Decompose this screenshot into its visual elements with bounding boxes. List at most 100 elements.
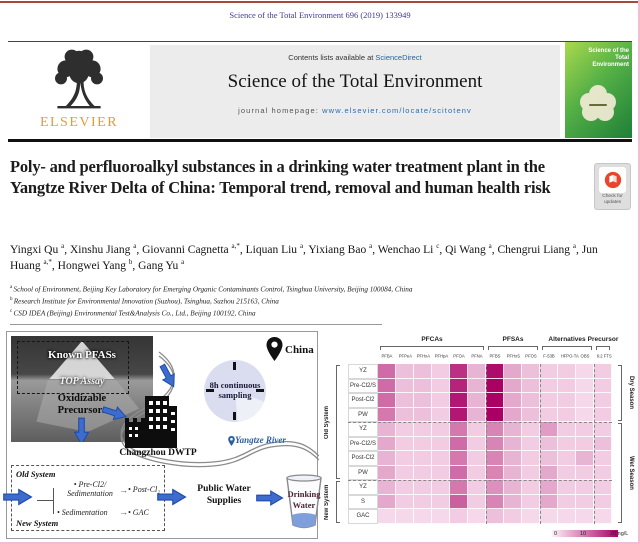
heatmap-column-header: PFHxS [506, 354, 521, 360]
heatmap-cell [594, 480, 612, 495]
heatmap-cell [522, 494, 540, 509]
heatmap-cell [594, 393, 612, 408]
page-bottom-rule [0, 542, 640, 544]
heatmap-cell [486, 436, 504, 451]
heatmap-cell [540, 364, 558, 379]
heatmap-cell [540, 451, 558, 466]
row-group-label-left: New System [324, 484, 330, 520]
heatmap-cell [558, 509, 576, 524]
author: Xinshu Jiang a [69, 242, 137, 256]
heatmap-row-label: Post-Cl2 [348, 451, 378, 466]
heatmap-cell [450, 451, 468, 466]
affiliation: b Research Institute for Environmental I… [10, 296, 279, 306]
affiliation-list: a School of Environment, Beijing Key Lab… [10, 284, 610, 320]
heatmap-cell [576, 393, 594, 408]
heatmap-row-label: Pre-Cl2/S [348, 378, 378, 393]
heatmap-cell [468, 465, 486, 480]
heatmap-cell [378, 436, 396, 451]
row-group-label-right: Wet Season [628, 455, 634, 490]
journal-header: Contents lists available at ScienceDirec… [150, 45, 560, 138]
public-water-supplies-label: Public Water Supplies [197, 484, 251, 506]
journal-cover-thumbnail[interactable]: Science of the Total Environment [565, 42, 632, 138]
column-group-bracket [488, 346, 538, 350]
author-list: Yingxi Qu a, Xinshu Jiang a, Giovanni Ca… [10, 242, 598, 273]
heatmap-cell [486, 465, 504, 480]
clock-tick-3 [256, 389, 264, 392]
heatmap-cell [558, 480, 576, 495]
heatmap-cell [540, 509, 558, 524]
colorbar [552, 530, 618, 537]
colorbar-max-label: 20 ng/L [610, 530, 629, 537]
heatmap-cell [432, 494, 450, 509]
flow-arrow-icon [157, 486, 187, 513]
step-post-cl2: • Post-Cl₂ [128, 485, 161, 494]
heatmap-cell [540, 422, 558, 437]
homepage-line: journal homepage: www.elsevier.com/locat… [238, 106, 472, 115]
heatmap-cell [468, 509, 486, 524]
article-title: Poly- and perfluoroalkyl substances in a… [10, 157, 551, 198]
heatmap-column-header: PFOA [453, 354, 465, 360]
oxidizable-precursors-label: Oxidizable Precursors [57, 393, 107, 417]
column-group-bracket [380, 346, 484, 350]
heatmap-cell [522, 480, 540, 495]
row-group-bracket-right [618, 365, 622, 421]
heatmap-cell [576, 451, 594, 466]
elsevier-wordmark: ELSEVIER [39, 115, 119, 130]
graphical-abstract-panel: Known PFASs TOP Assay Oxidizable Precurs… [3, 331, 322, 539]
heatmap-row-label: PW [348, 465, 378, 480]
heatmap-cell [576, 407, 594, 422]
page-right-rule [638, 0, 640, 544]
heatmap-cell [468, 436, 486, 451]
heatmap-cell [522, 465, 540, 480]
heatmap-cell [594, 509, 612, 524]
heatmap-cell [558, 465, 576, 480]
heatmap-cell [414, 393, 432, 408]
affiliation: c CSD IDEA (Beijing) Environmental Test&… [10, 308, 256, 318]
heatmap-cell [576, 494, 594, 509]
flow-connector [53, 488, 54, 514]
sciencedirect-link[interactable]: ScienceDirect [375, 53, 422, 62]
check-updates-icon [599, 167, 626, 193]
flow-arrow-icon [150, 361, 183, 395]
column-group-bracket [542, 346, 592, 350]
header-bottom-line [8, 139, 632, 142]
heatmap-cell [432, 422, 450, 437]
heatmap-cell [504, 436, 522, 451]
heatmap-cell [378, 494, 396, 509]
heatmap-cell [468, 407, 486, 422]
heatmap-cell [396, 364, 414, 379]
flow-arrow-icon [98, 401, 130, 431]
check-updates-badge[interactable]: Check for updates [594, 163, 631, 210]
heatmap-cell [540, 494, 558, 509]
heatmap-cell [432, 451, 450, 466]
heatmap-cell [486, 364, 504, 379]
old-system-label: Old System [16, 469, 56, 479]
down-arrow-icon [67, 417, 92, 442]
row-group-bracket-right [618, 423, 622, 523]
map-pin-icon [266, 337, 283, 366]
homepage-link[interactable]: www.elsevier.com/locate/scitotenv [322, 106, 472, 115]
heatmap-cell [486, 509, 504, 524]
row-group-bracket-left [336, 481, 340, 523]
heatmap-column-header: PFNA [471, 354, 483, 360]
column-group-label: Alternatives [548, 336, 586, 343]
colorbar-mid-label: 10 [580, 530, 587, 537]
drinking-water-label: Drinking Water [287, 489, 321, 510]
author: Hongwei Yang b [57, 258, 133, 273]
heatmap-column-header: PFHpA [434, 354, 449, 360]
water-plant-icon [125, 396, 179, 453]
heatmap: PFCAs PFSAs Alternatives Precursor PFBA PFPeA… [322, 334, 638, 539]
heatmap-cell [576, 480, 594, 495]
column-group-label: Precursor [587, 336, 619, 343]
heatmap-cell [450, 407, 468, 422]
heatmap-column-header: PFBS [489, 354, 501, 360]
heatmap-cell [468, 364, 486, 379]
new-system-label: New System [16, 518, 59, 528]
heatmap-cell [594, 465, 612, 480]
sampling-clock: 8h continuous sampling [204, 360, 266, 422]
heatmap-cell [594, 378, 612, 393]
iceberg-image: Known PFASs TOP Assay Oxidizable Precurs… [11, 336, 153, 442]
season-divider-line [348, 422, 612, 423]
column-group-bracket [596, 346, 610, 350]
heatmap-column-header: PFPeA [398, 354, 413, 360]
